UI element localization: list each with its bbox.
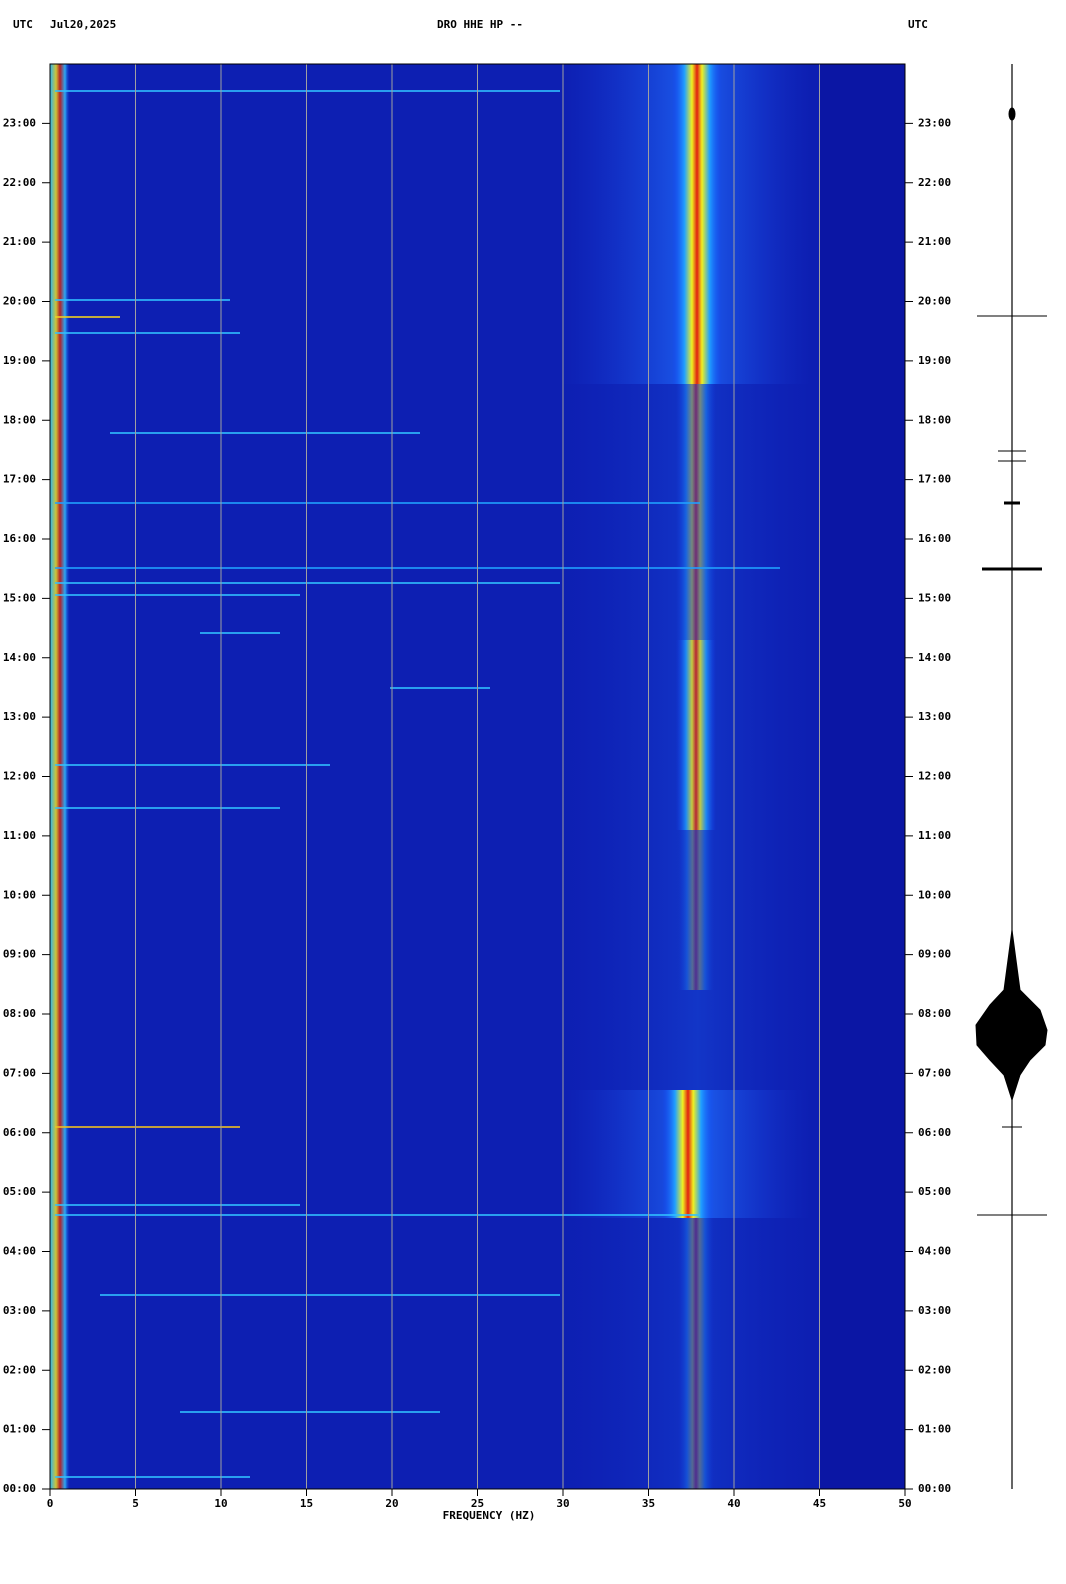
y-tick-label: 13:00	[918, 710, 951, 723]
y-tick-label: 01:00	[918, 1423, 951, 1436]
x-tick-label: 40	[727, 1497, 740, 1510]
y-tick-label: 17:00	[3, 473, 36, 486]
seismogram	[975, 64, 1048, 1489]
y-tick-label: 10:00	[918, 888, 951, 901]
x-tick-label: 0	[47, 1497, 54, 1510]
y-tick-label: 12:00	[3, 770, 36, 783]
y-tick-label: 08:00	[3, 1007, 36, 1020]
y-tick-label: 11:00	[918, 829, 951, 842]
x-tick-label: 10	[214, 1497, 227, 1510]
timezone-left: UTC	[13, 18, 33, 31]
y-tick-label: 23:00	[918, 116, 951, 129]
y-tick-label: 01:00	[3, 1423, 36, 1436]
y-tick-label: 00:00	[3, 1482, 36, 1495]
date: Jul20,2025	[50, 18, 116, 31]
x-tick-label: 15	[300, 1497, 313, 1510]
y-tick-label: 04:00	[918, 1245, 951, 1258]
y-tick-label: 03:00	[918, 1304, 951, 1317]
y-tick-label: 22:00	[3, 176, 36, 189]
y-tick-label: 21:00	[918, 235, 951, 248]
y-tick-label: 05:00	[918, 1185, 951, 1198]
y-tick-label: 14:00	[3, 651, 36, 664]
y-tick-label: 07:00	[918, 1066, 951, 1079]
plot-frame	[49, 63, 906, 1490]
y-tick-label: 17:00	[918, 473, 951, 486]
y-tick-label: 08:00	[918, 1007, 951, 1020]
y-tick-label: 16:00	[918, 532, 951, 545]
y-tick-label: 14:00	[918, 651, 951, 664]
y-tick-label: 00:00	[918, 1482, 951, 1495]
y-tick-label: 18:00	[918, 413, 951, 426]
x-tick-label: 30	[556, 1497, 569, 1510]
y-tick-label: 03:00	[3, 1304, 36, 1317]
y-tick-label: 20:00	[3, 295, 36, 308]
y-tick-label: 09:00	[3, 948, 36, 961]
y-tick-label: 09:00	[918, 948, 951, 961]
x-tick-label: 35	[642, 1497, 655, 1510]
y-tick-label: 22:00	[918, 176, 951, 189]
y-tick-label: 05:00	[3, 1185, 36, 1198]
y-tick-label: 23:00	[3, 116, 36, 129]
y-tick-label: 19:00	[3, 354, 36, 367]
y-tick-label: 04:00	[3, 1245, 36, 1258]
y-tick-label: 06:00	[3, 1126, 36, 1139]
x-tick-label: 20	[385, 1497, 398, 1510]
chart-title: DRO HHE HP --	[437, 18, 523, 31]
timezone-right: UTC	[908, 18, 928, 31]
y-tick-label: 21:00	[3, 235, 36, 248]
x-tick-label: 50	[898, 1497, 911, 1510]
y-tick-label: 02:00	[918, 1363, 951, 1376]
x-tick-label: 45	[813, 1497, 826, 1510]
y-tick-label: 15:00	[3, 591, 36, 604]
y-tick-label: 12:00	[918, 770, 951, 783]
y-tick-label: 11:00	[3, 829, 36, 842]
y-tick-label: 15:00	[918, 591, 951, 604]
y-tick-label: 13:00	[3, 710, 36, 723]
x-tick-label: 5	[132, 1497, 139, 1510]
y-tick-label: 07:00	[3, 1066, 36, 1079]
y-tick-label: 19:00	[918, 354, 951, 367]
y-tick-label: 20:00	[918, 295, 951, 308]
x-tick-label: 25	[471, 1497, 484, 1510]
y-tick-label: 02:00	[3, 1363, 36, 1376]
y-tick-label: 10:00	[3, 888, 36, 901]
y-tick-label: 06:00	[918, 1126, 951, 1139]
y-tick-label: 16:00	[3, 532, 36, 545]
y-tick-label: 18:00	[3, 413, 36, 426]
x-axis-label: FREQUENCY (HZ)	[443, 1509, 536, 1522]
